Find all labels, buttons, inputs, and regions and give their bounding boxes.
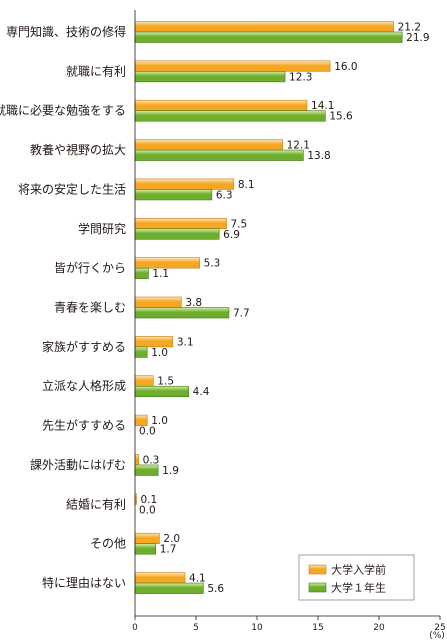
x-tick-label: 10: [251, 623, 263, 633]
legend-label: 大学１年生: [331, 581, 386, 595]
category-label: 立派な人格形成: [42, 378, 126, 393]
bar-first-year: [134, 385, 189, 398]
bar-before-entry: [134, 178, 235, 190]
bar-before-entry: [134, 218, 227, 230]
bar-first-year: [134, 71, 286, 83]
value-label: 0.0: [139, 426, 156, 438]
category-label: 結婚に有利: [66, 497, 126, 511]
category-label: 青春を楽しむ: [54, 301, 126, 315]
value-label: 1.9: [162, 465, 179, 477]
category-label: 教養や視野の拡大: [30, 142, 126, 157]
bar-before-entry: [134, 532, 160, 544]
category-label: 将来の安定した生活: [18, 181, 126, 196]
bar-before-entry: [134, 375, 154, 387]
x-tick-label: 0: [132, 623, 138, 633]
x-axis: 0 5 10 15 20 25(%): [132, 10, 446, 640]
category-label: 就職に必要な勉強をする: [0, 104, 126, 118]
bar-before-entry: [134, 139, 283, 151]
value-label: 6.9: [223, 229, 240, 241]
legend-swatch: [308, 582, 327, 593]
bar-first-year: [134, 346, 148, 358]
bar-before-entry: [134, 99, 308, 112]
value-label: 21.2: [398, 22, 421, 34]
bar-first-year: [134, 543, 157, 555]
value-label: 4.1: [189, 573, 206, 585]
x-tick-label: 15: [312, 623, 323, 633]
value-label: 21.9: [406, 32, 429, 44]
legend-swatch: [308, 564, 327, 575]
value-label: 7.7: [233, 308, 250, 320]
value-label: 1.1: [152, 268, 169, 280]
value-label: 5.6: [207, 583, 224, 595]
bar-before-entry: [134, 454, 139, 466]
bar-first-year: [134, 267, 149, 279]
category-label: 家族がすすめる: [42, 339, 126, 354]
bar-first-year: [134, 149, 304, 161]
value-label: 16.0: [334, 61, 357, 73]
category-label: 先生がすすめる: [42, 418, 126, 433]
bar-first-year: [134, 464, 159, 476]
bar-first-year: [134, 31, 403, 43]
value-label: 5.3: [204, 258, 221, 270]
x-tick-label: 5: [193, 623, 199, 633]
value-label: 2.0: [163, 533, 180, 545]
value-label: 15.6: [329, 111, 353, 123]
bar-before-entry: [134, 21, 394, 33]
bar-before-entry: [134, 60, 331, 72]
bar-first-year: [134, 582, 204, 594]
bar-before-entry: [134, 296, 182, 308]
value-label: 3.1: [177, 336, 194, 348]
legend-label: 大学入学前: [331, 563, 386, 577]
bar-before-entry: [134, 572, 186, 584]
legend-box: [298, 554, 415, 601]
bars-layer: [134, 21, 403, 594]
category-label: 特に理由はない: [42, 575, 126, 590]
x-tick-label: 20: [373, 623, 385, 633]
value-label: 0.0: [139, 504, 156, 516]
bar-first-year: [134, 228, 220, 240]
category-label: 課外活動にはげむ: [30, 457, 126, 472]
bar-first-year: [134, 189, 213, 201]
value-label: 13.8: [307, 150, 330, 162]
bar-before-entry: [134, 414, 148, 426]
value-label: 6.3: [216, 189, 233, 201]
bar-before-entry: [134, 257, 200, 269]
category-label: 就職に有利: [66, 64, 126, 78]
value-label: 7.5: [231, 218, 248, 230]
category-label: 学問研究: [78, 221, 126, 236]
x-axis-unit: (%): [429, 631, 445, 640]
value-label: 12.3: [289, 71, 312, 83]
labels-layer: 専門知識、技術の修得 21.221.9 就職に有利 16.0 12.3 就職に必要な勉強を…: [0, 22, 430, 596]
value-label: 12.1: [287, 140, 310, 152]
value-label: 1.7: [160, 544, 177, 556]
value-label: 8.1: [238, 179, 255, 191]
bar-first-year: [134, 110, 326, 122]
bar-first-year: [134, 307, 230, 319]
value-label: 1.0: [151, 347, 168, 359]
value-label: 0.3: [143, 454, 160, 466]
value-label: 3.8: [185, 297, 202, 309]
value-label: 4.4: [193, 386, 210, 398]
category-label: 専門知識、技術の修得: [6, 24, 126, 39]
bar-before-entry: [134, 336, 174, 348]
category-label: 皆が行くから: [54, 260, 126, 275]
category-label: その他: [90, 537, 126, 551]
value-label: 1.0: [151, 415, 168, 427]
value-label: 1.5: [157, 376, 174, 388]
x-tick-label: 25: [434, 623, 445, 633]
value-label: 14.1: [311, 100, 334, 112]
value-label: 0.1: [141, 494, 158, 506]
